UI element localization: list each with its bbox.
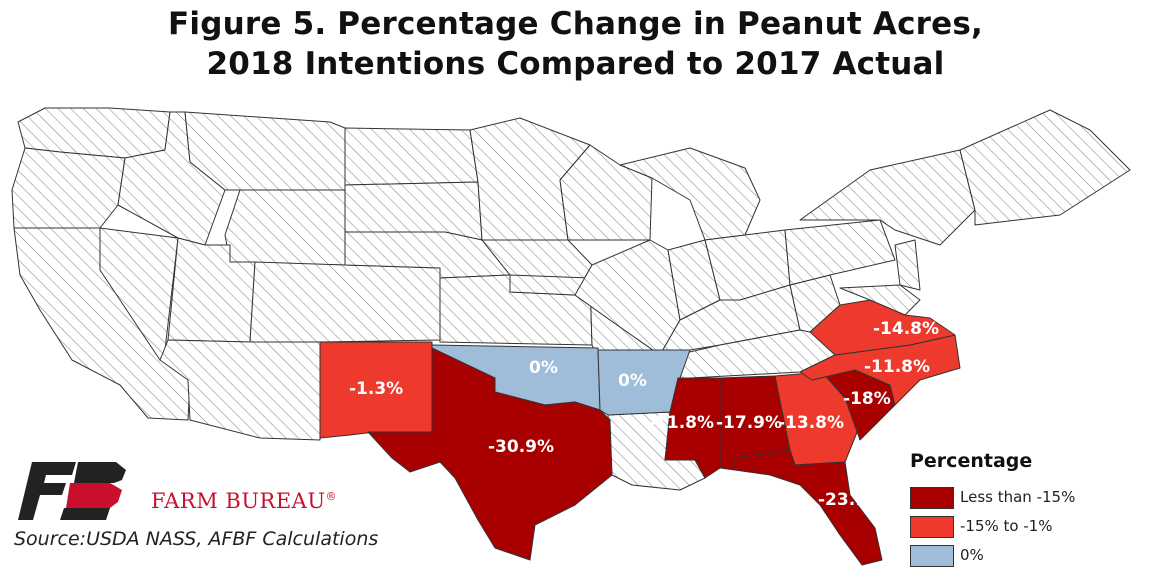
farm-bureau-logo-icon [18,462,126,520]
figure-title-line-2: 2018 Intentions Compared to 2017 Actual [206,46,945,82]
state-north-dakota [344,127,479,186]
legend-title: Percentage [910,450,1033,472]
shaded-states [319,299,961,566]
registered-mark: ® [325,490,338,503]
legend-swatch [910,487,954,509]
label-south-carolina: -18% [843,389,891,409]
label-alabama: -17.9% [716,413,782,433]
state-labels: -1.3% 0% 0% -30.9% -11.8% -17.9% -13.8% … [349,319,939,510]
state-maryland-delaware [839,284,921,316]
label-virginia: -14.8% [873,319,939,339]
state-colorado [249,261,441,343]
label-oklahoma: 0% [529,358,558,378]
label-arkansas: 0% [618,371,647,391]
legend-swatch [910,516,954,538]
legend-label: 0% [960,546,984,564]
state-texas [367,347,613,561]
label-mississippi: -11.8% [648,413,714,433]
state-wyoming [224,189,346,266]
legend-label: Less than -15% [960,488,1076,506]
legend-label: -15% to -1% [960,517,1053,535]
state-new-york [799,149,976,246]
legend-swatch [910,545,954,567]
state-pennsylvania [784,219,896,286]
label-texas: -30.9% [488,437,554,457]
label-georgia: -13.8% [778,413,844,433]
state-new-england [959,109,1131,226]
brand-name: FARM BUREAU® [151,489,337,513]
label-north-carolina: -11.8% [864,357,930,377]
state-virginia [809,299,956,356]
brand-name-text: FARM BUREAU [151,489,326,513]
label-new-mexico: -1.3% [349,379,403,399]
state-south-dakota [344,181,483,241]
label-florida: -23.1% [818,490,884,510]
source-note: Source:USDA NASS, AFBF Calculations [14,528,379,550]
state-florida [734,449,883,566]
neutral-states [11,107,1131,491]
state-new-jersey [894,239,921,291]
figure-title-line-1: Figure 5. Percentage Change in Peanut Ac… [168,6,983,42]
state-oregon [11,147,126,229]
